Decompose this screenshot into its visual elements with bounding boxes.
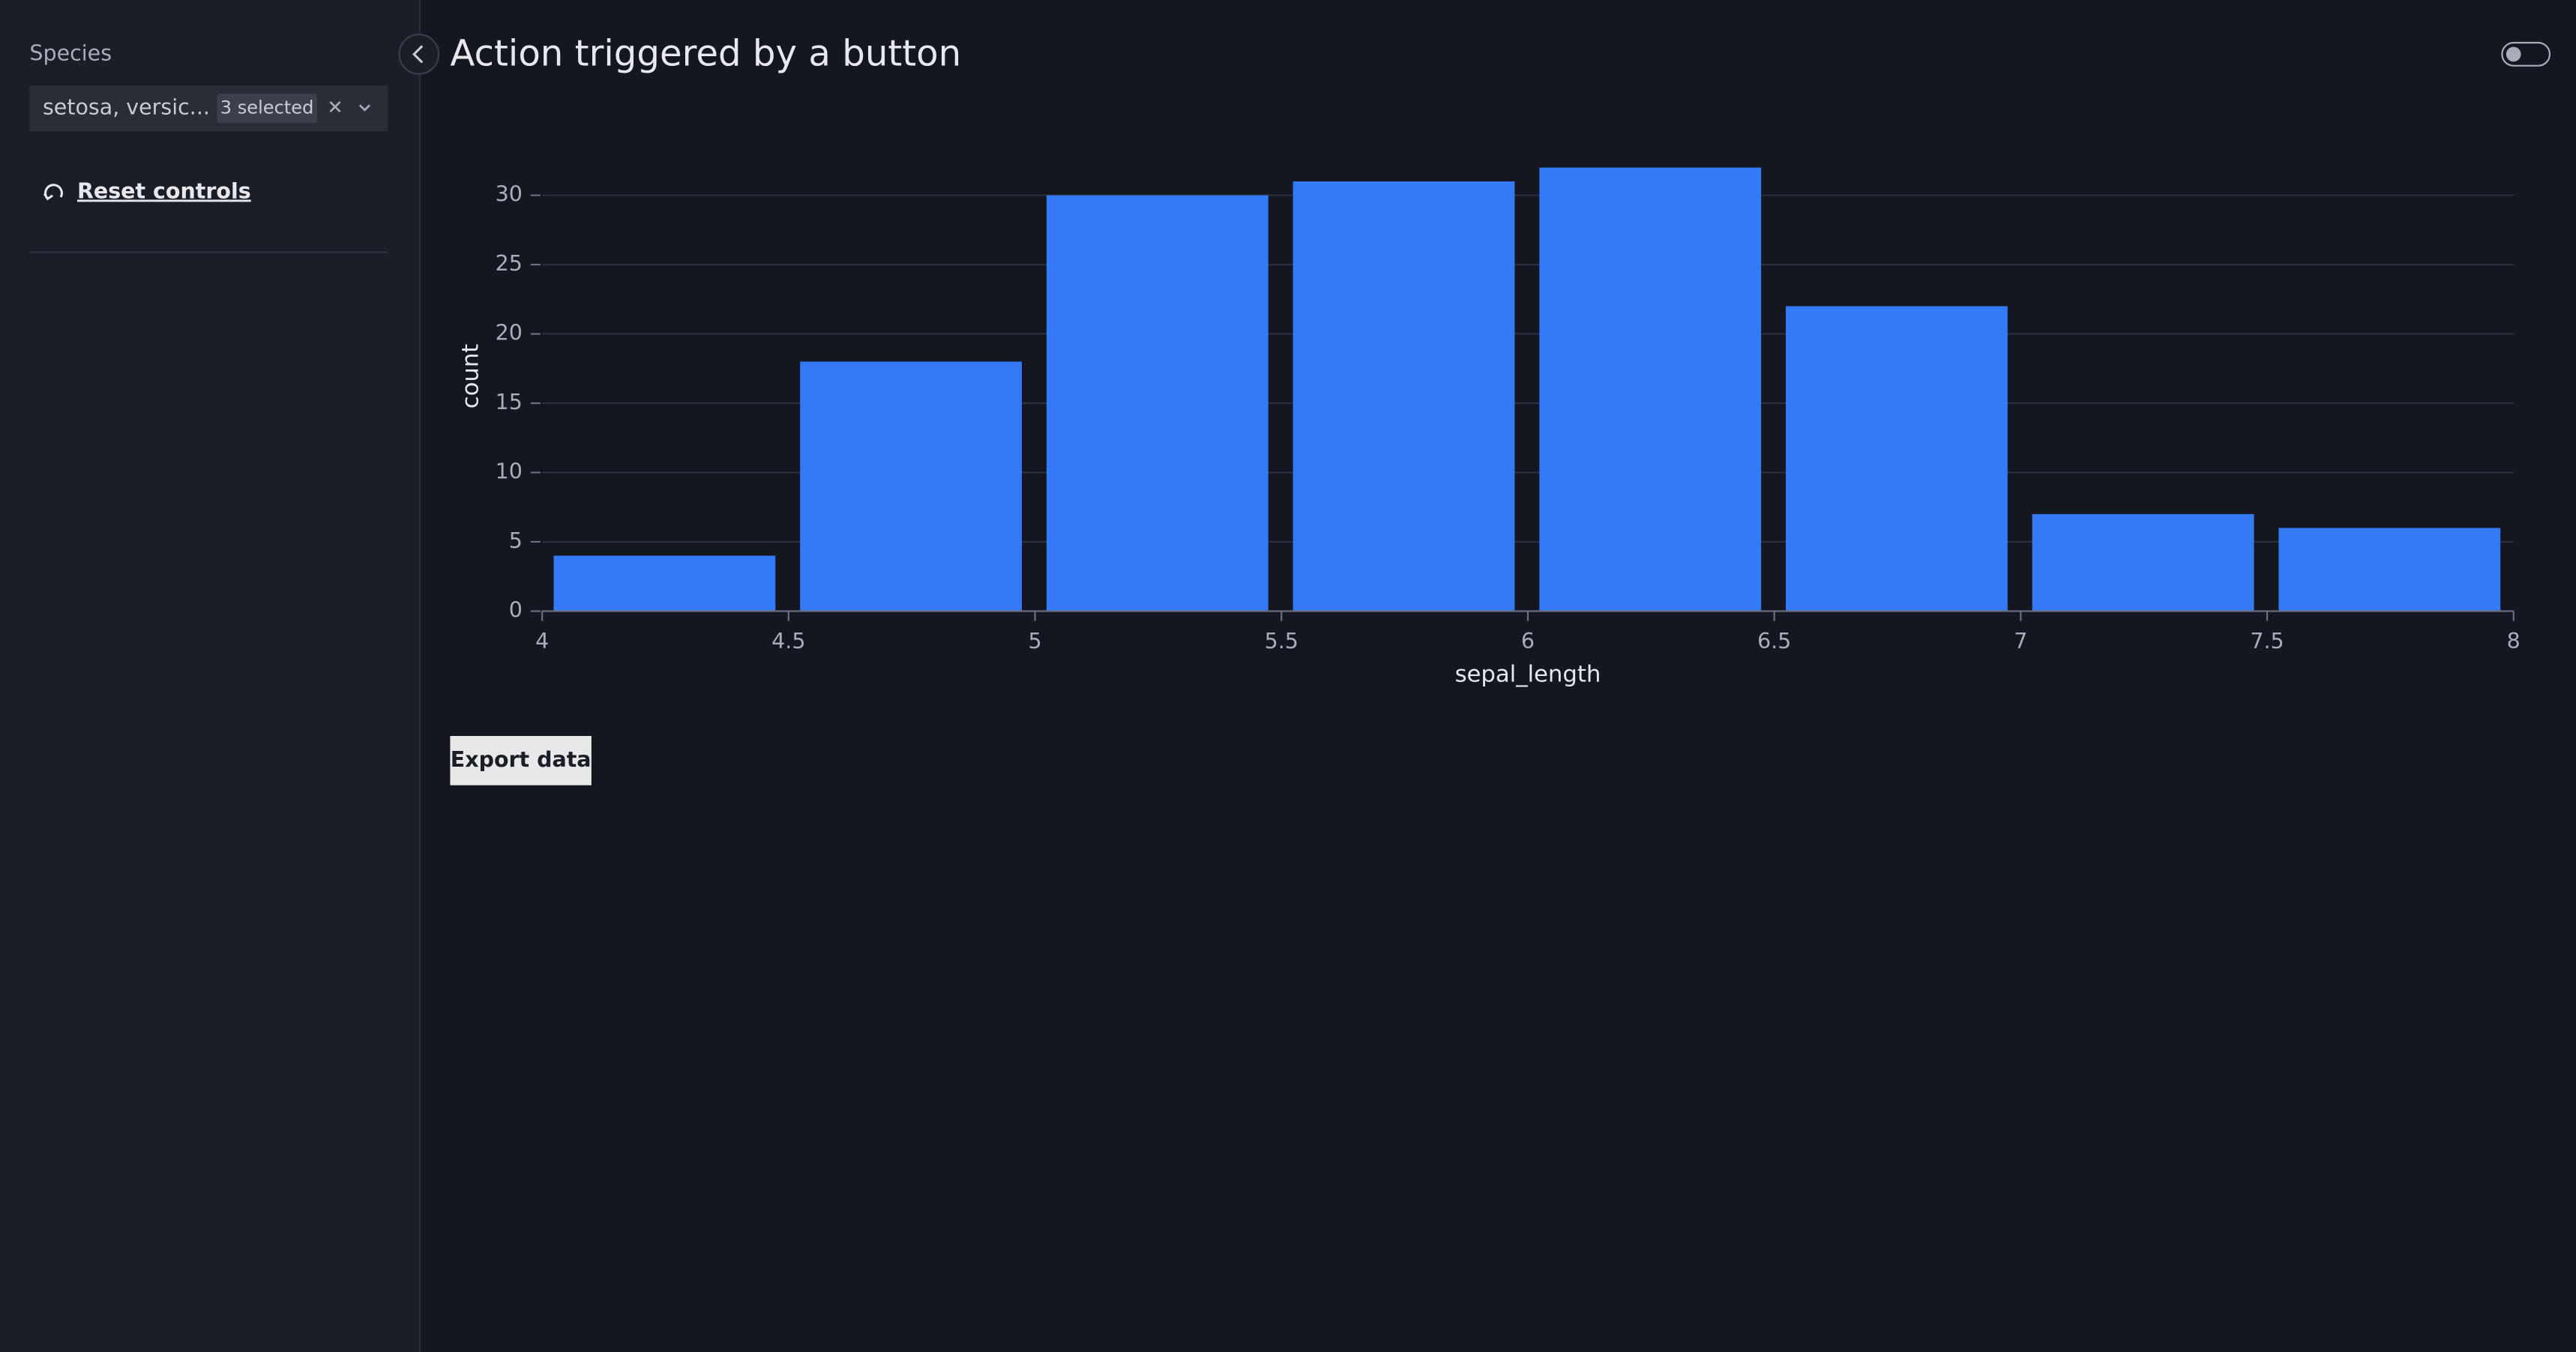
y-tick-label: 15: [496, 390, 523, 414]
bar: [1785, 306, 2008, 612]
y-tick-label: 30: [496, 182, 523, 207]
y-tick-label: 0: [509, 597, 523, 622]
page-title: Action triggered by a button: [450, 33, 961, 75]
toggle-knob: [2506, 46, 2521, 62]
x-tick-label: 4.5: [771, 629, 805, 654]
y-tick-label: 25: [496, 251, 523, 276]
bar: [1539, 167, 1762, 612]
bar: [1046, 195, 1269, 612]
bar: [2032, 513, 2254, 612]
bar: [2278, 528, 2501, 612]
filter-count-badge: [217, 93, 317, 124]
x-tick-label: 8: [2507, 629, 2521, 654]
x-tick-label: 6: [1521, 629, 1535, 654]
reset-link[interactable]: Reset controls: [77, 178, 251, 203]
x-tick-label: 7.5: [2250, 629, 2284, 654]
bar: [553, 555, 776, 612]
export-button-label: Export data: [451, 747, 592, 772]
bar: [800, 361, 1023, 612]
reset-icon: [43, 184, 63, 201]
bar: [1292, 181, 1515, 612]
x-tick-label: 4: [535, 629, 549, 654]
chevron-icon[interactable]: [358, 104, 370, 112]
theme-toggle[interactable]: [2501, 41, 2551, 67]
y-axis-title: count: [457, 344, 484, 409]
filter-label: Species: [29, 40, 112, 65]
y-tick-label: 20: [496, 321, 523, 345]
clear-icon[interactable]: [329, 100, 341, 112]
filter-dropdown[interactable]: [29, 85, 388, 132]
collapse-button[interactable]: [398, 33, 440, 75]
chart: sepal_length count 0 5 10 15 20 25 30 4 4.5 5 5.5 6…: [457, 167, 2521, 687]
x-tick-label: 5.5: [1265, 629, 1298, 654]
x-tick-label: 5: [1028, 629, 1041, 654]
filter-count: 3 selected: [220, 97, 314, 118]
collapse-icon: [412, 45, 424, 64]
y-tick-label: 10: [496, 459, 523, 483]
filter-value: setosa, versic...: [43, 95, 210, 120]
x-axis-title: sepal_length: [1455, 661, 1601, 687]
x-tick-label: 6.5: [1757, 629, 1791, 654]
sidebar: [0, 0, 419, 1352]
x-tick-label: 7: [2014, 629, 2027, 654]
export-button[interactable]: [450, 736, 592, 785]
y-tick-label: 5: [509, 528, 523, 553]
